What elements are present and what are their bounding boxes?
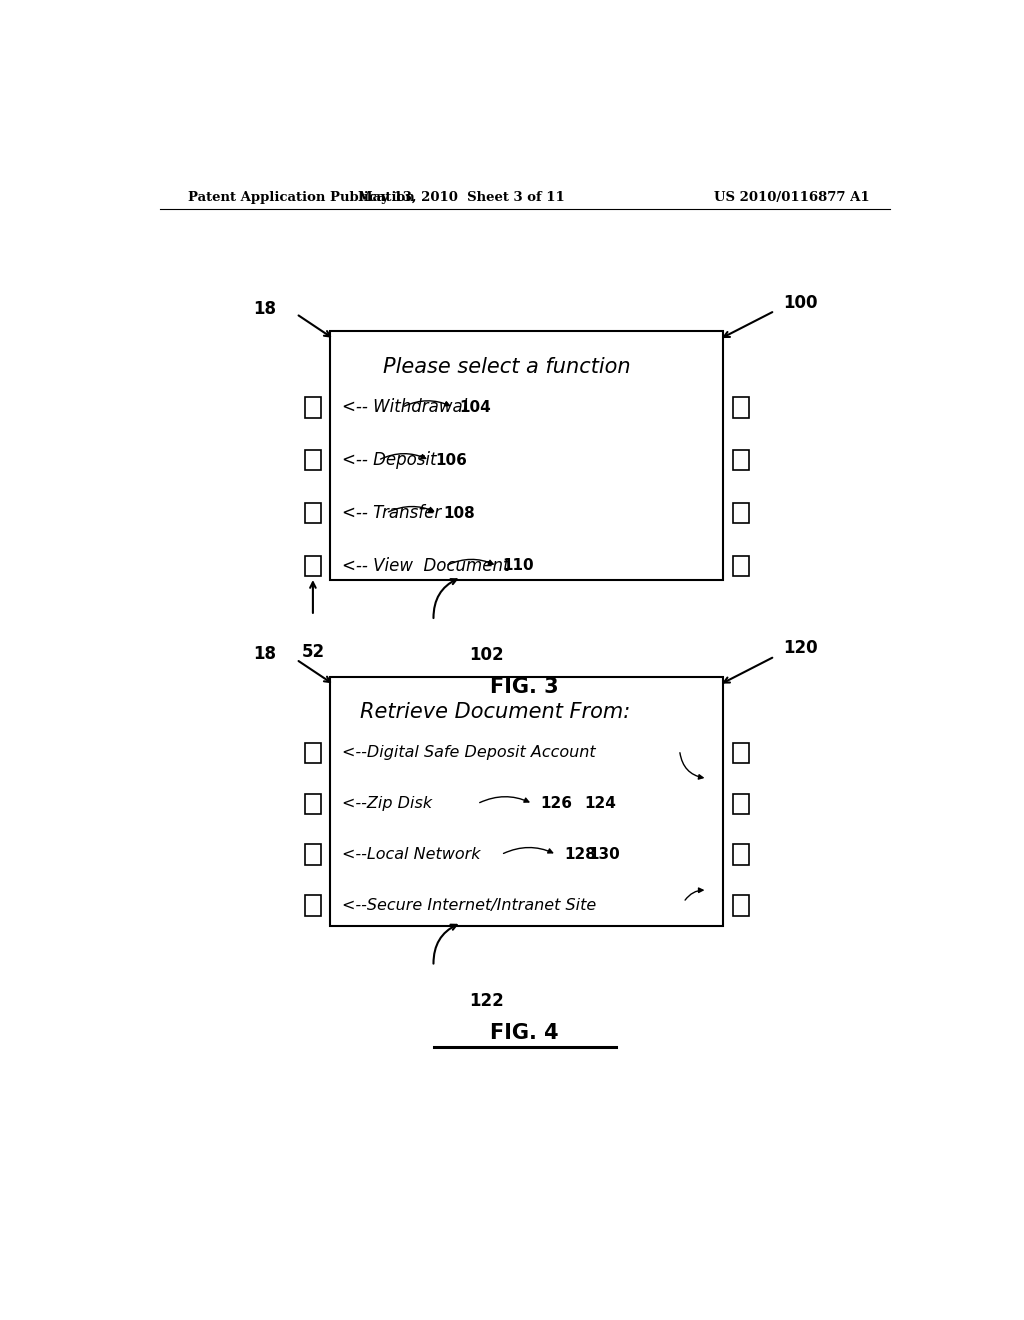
Bar <box>331 677 723 925</box>
Bar <box>733 845 749 865</box>
Text: Patent Application Publication: Patent Application Publication <box>187 190 415 203</box>
Text: 120: 120 <box>782 639 817 657</box>
Text: <--Digital Safe Deposit Account: <--Digital Safe Deposit Account <box>342 746 596 760</box>
Bar <box>733 397 749 417</box>
Bar <box>733 450 749 470</box>
Bar <box>733 556 749 576</box>
Text: 110: 110 <box>503 558 535 573</box>
Text: 130: 130 <box>588 847 621 862</box>
Text: 100: 100 <box>782 294 817 312</box>
Text: 104: 104 <box>459 400 490 414</box>
Bar <box>305 397 321 417</box>
Bar <box>305 450 321 470</box>
Bar <box>305 556 321 576</box>
Bar <box>305 895 321 916</box>
Bar <box>733 895 749 916</box>
Text: 106: 106 <box>435 453 467 467</box>
Text: <-- Deposit: <-- Deposit <box>342 451 437 470</box>
Text: 108: 108 <box>443 506 475 520</box>
Text: <--Local Network: <--Local Network <box>342 847 481 862</box>
Bar <box>305 503 321 523</box>
Text: 18: 18 <box>253 300 276 318</box>
Text: 52: 52 <box>301 643 325 661</box>
Text: 128: 128 <box>564 847 596 862</box>
Text: 122: 122 <box>469 991 504 1010</box>
Text: <--Secure Internet/Intranet Site: <--Secure Internet/Intranet Site <box>342 898 597 913</box>
Text: 102: 102 <box>469 647 504 664</box>
Text: Retrieve Document From:: Retrieve Document From: <box>360 702 631 722</box>
Text: 18: 18 <box>253 645 276 664</box>
Text: May 13, 2010  Sheet 3 of 11: May 13, 2010 Sheet 3 of 11 <box>358 190 564 203</box>
Text: <-- Transfer: <-- Transfer <box>342 504 441 523</box>
Text: <--Zip Disk: <--Zip Disk <box>342 796 432 812</box>
Bar <box>305 793 321 814</box>
Bar <box>331 331 723 581</box>
Text: <-- View  Document: <-- View Document <box>342 557 510 576</box>
Text: 126: 126 <box>541 796 572 812</box>
Bar <box>733 793 749 814</box>
Text: Please select a function: Please select a function <box>383 356 631 376</box>
Bar <box>305 845 321 865</box>
Bar <box>733 503 749 523</box>
Text: US 2010/0116877 A1: US 2010/0116877 A1 <box>715 190 870 203</box>
Bar <box>733 743 749 763</box>
Text: 124: 124 <box>585 796 616 812</box>
Bar <box>305 743 321 763</box>
Text: <-- Withdrawal: <-- Withdrawal <box>342 399 468 416</box>
Text: FIG. 3: FIG. 3 <box>490 677 559 697</box>
Text: FIG. 4: FIG. 4 <box>490 1023 559 1043</box>
